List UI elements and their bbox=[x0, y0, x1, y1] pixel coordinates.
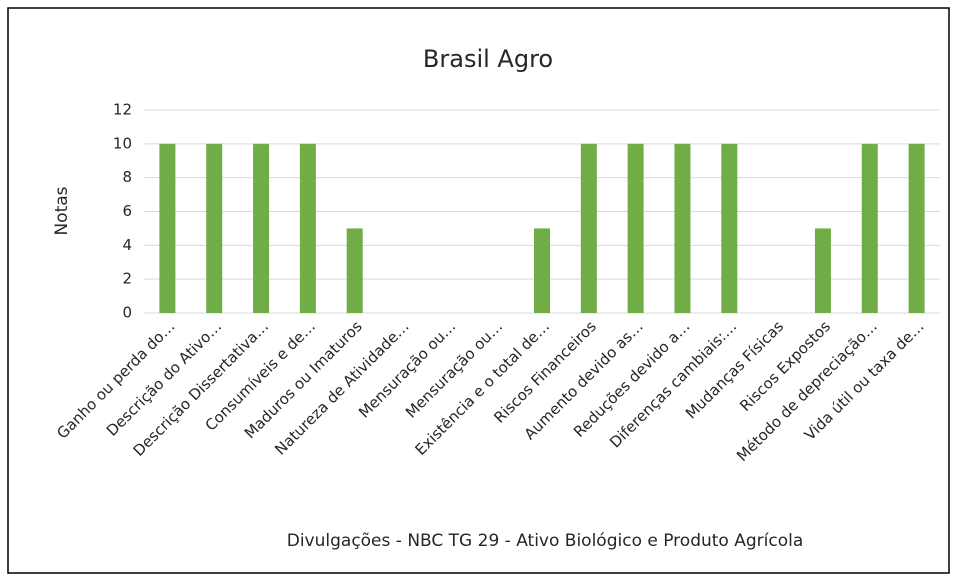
bar bbox=[253, 143, 270, 313]
bar bbox=[861, 143, 878, 313]
y-axis-label: Notas bbox=[52, 186, 72, 235]
bar bbox=[580, 143, 597, 313]
bar bbox=[346, 228, 363, 313]
bar bbox=[627, 143, 644, 313]
bar bbox=[206, 143, 223, 313]
y-tick-label: 8 bbox=[122, 168, 132, 186]
bar bbox=[299, 143, 316, 313]
y-tick-label: 6 bbox=[122, 202, 132, 220]
bar bbox=[814, 228, 831, 313]
chart-border bbox=[7, 7, 950, 574]
y-tick-label: 10 bbox=[113, 134, 132, 152]
y-tick-label: 4 bbox=[122, 236, 132, 254]
bar bbox=[159, 143, 176, 313]
bar bbox=[674, 143, 691, 313]
bar bbox=[534, 228, 550, 313]
x-axis-label: Divulgações - NBC TG 29 - Ativo Biológic… bbox=[287, 531, 804, 551]
y-tick-label: 12 bbox=[113, 101, 132, 119]
y-tick-label: 0 bbox=[122, 304, 132, 322]
chart-title: Brasil Agro bbox=[423, 45, 553, 73]
y-tick-label: 2 bbox=[122, 270, 132, 288]
bar bbox=[908, 143, 925, 313]
bar bbox=[721, 143, 738, 313]
